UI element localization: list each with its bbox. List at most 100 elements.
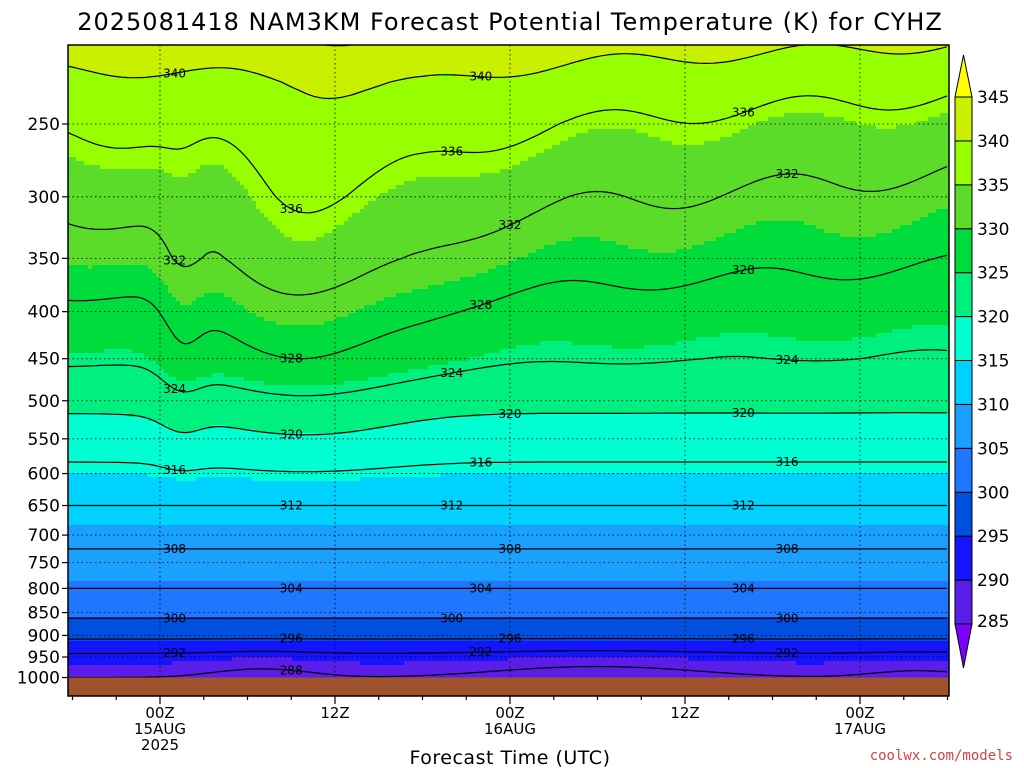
fill-cell	[380, 301, 385, 378]
fill-cell	[612, 473, 617, 526]
fill-cell	[376, 617, 381, 642]
fill-cell	[120, 525, 125, 582]
fill-cell	[536, 45, 541, 74]
fill-cell	[548, 657, 553, 696]
fill-cell	[436, 581, 441, 618]
fill-cell	[268, 385, 273, 434]
fill-cell	[192, 641, 197, 662]
fill-cell	[784, 221, 789, 338]
fill-cell	[920, 217, 925, 326]
fill-cell	[868, 53, 873, 126]
fill-cell	[884, 233, 889, 334]
fill-cell	[412, 45, 417, 78]
fill-cell	[584, 345, 589, 414]
fill-cell	[900, 225, 905, 330]
fill-cell	[640, 133, 645, 250]
fill-cell	[344, 481, 349, 526]
fill-cell	[688, 413, 693, 474]
fill-cell	[824, 581, 829, 618]
fill-cell	[836, 617, 841, 642]
fill-cell	[728, 45, 733, 62]
fill-cell	[828, 117, 833, 234]
fill-cell	[648, 45, 653, 58]
fill-cell	[656, 525, 661, 582]
fill-cell	[668, 345, 673, 414]
fill-cell	[768, 117, 773, 222]
fill-cell	[788, 473, 793, 526]
fill-cell	[316, 433, 321, 482]
fill-cell	[340, 581, 345, 618]
fill-cell	[540, 249, 545, 342]
fill-cell	[92, 165, 97, 266]
fill-cell	[528, 617, 533, 642]
fill-cell	[232, 617, 237, 642]
fill-cell	[636, 45, 641, 54]
fill-cell	[908, 225, 913, 330]
fill-cell	[500, 349, 505, 414]
colorbar-segment	[954, 316, 973, 362]
fill-cell	[416, 45, 421, 78]
fill-cell	[876, 53, 881, 130]
fill-cell	[192, 617, 197, 642]
fill-cell	[812, 617, 817, 642]
fill-cell	[448, 525, 453, 582]
fill-cell	[624, 581, 629, 618]
fill-cell	[216, 525, 221, 582]
fill-cell	[580, 657, 585, 694]
fill-cell	[920, 641, 925, 662]
fill-cell	[760, 413, 765, 474]
fill-cell	[472, 417, 477, 474]
fill-cell	[716, 413, 721, 474]
fill-cell	[248, 641, 253, 658]
fill-cell	[452, 177, 457, 282]
fill-cell	[772, 413, 777, 474]
fill-cell	[404, 617, 409, 642]
fill-cell	[944, 325, 949, 414]
fill-cell	[612, 525, 617, 582]
fill-cell	[420, 617, 425, 642]
fill-cell	[96, 473, 101, 526]
fill-cell	[728, 617, 733, 642]
fill-cell	[164, 173, 169, 286]
fill-cell	[540, 657, 545, 696]
fill-cell	[120, 349, 125, 414]
fill-cell	[460, 525, 465, 582]
fill-cell	[556, 657, 561, 696]
fill-cell	[136, 265, 141, 354]
fill-cell	[172, 581, 177, 618]
fill-cell	[472, 77, 477, 178]
fill-cell	[332, 525, 337, 582]
fill-cell	[400, 525, 405, 582]
fill-cell	[820, 229, 825, 342]
fill-cell	[916, 473, 921, 526]
fill-cell	[412, 641, 417, 662]
fill-cell	[488, 269, 493, 354]
fill-cell	[412, 77, 417, 182]
fill-cell	[392, 425, 397, 478]
fill-cell	[492, 173, 497, 270]
fill-cell	[736, 133, 741, 230]
fill-cell	[480, 525, 485, 582]
fill-cell	[528, 581, 533, 618]
fill-cell	[556, 341, 561, 414]
fill-cell	[852, 237, 857, 338]
fill-cell	[228, 477, 233, 526]
fill-cell	[608, 53, 613, 130]
fill-cell	[320, 581, 325, 618]
x-tick-label: 00Z	[145, 704, 174, 722]
fill-cell	[700, 641, 705, 662]
fill-cell	[352, 617, 357, 642]
fill-cell	[620, 45, 625, 54]
fill-cell	[192, 173, 197, 302]
fill-cell	[244, 381, 249, 430]
fill-cell	[916, 413, 921, 474]
contour-label: 340	[163, 66, 186, 80]
fill-cell	[204, 293, 209, 378]
fill-cell	[264, 77, 269, 218]
fill-cell	[88, 473, 93, 526]
fill-cell	[632, 129, 637, 250]
colorbar-segment	[954, 140, 973, 186]
fill-cell	[924, 53, 929, 122]
colorbar-segment	[954, 447, 973, 493]
fill-cell	[540, 153, 545, 250]
